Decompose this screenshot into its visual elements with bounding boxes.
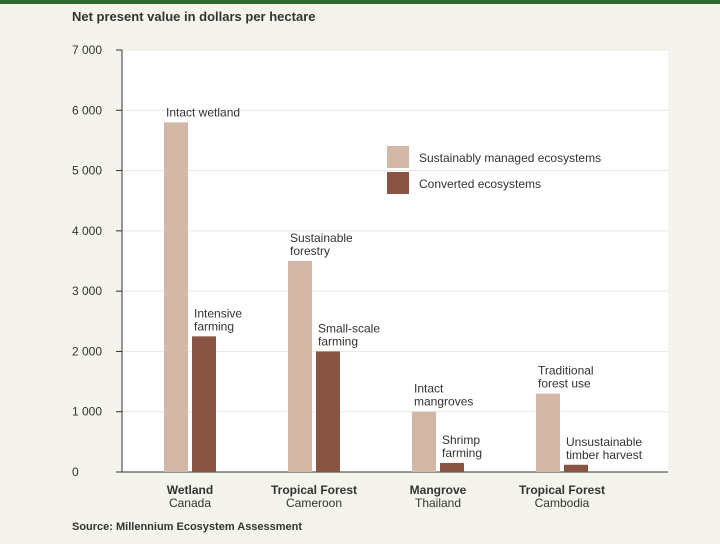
bar-annotation: farming: [194, 319, 234, 333]
bar-sustainable: [536, 393, 560, 472]
bar-converted: [440, 462, 464, 472]
y-tick-label: 0: [72, 465, 79, 479]
bar-sustainable: [288, 261, 312, 472]
y-tick-label: 5 000: [72, 164, 102, 178]
category-sublabel: Cameroon: [286, 496, 342, 510]
bar-converted: [316, 351, 340, 472]
chart-title: Net present value in dollars per hectare: [72, 9, 316, 24]
bar-sustainable: [412, 411, 436, 472]
bar-converted: [192, 336, 216, 472]
legend-label: Converted ecosystems: [419, 177, 541, 191]
bar-converted: [564, 464, 588, 472]
bar-annotation: farming: [442, 446, 482, 460]
bar-annotation: Intact wetland: [166, 105, 240, 119]
bar-annotation: mangroves: [414, 395, 473, 409]
bar-annotation: Intensive: [194, 306, 242, 320]
y-tick-label: 3 000: [72, 284, 102, 298]
bar-annotation: farming: [318, 334, 358, 348]
top-accent-bar: [0, 0, 720, 4]
category-label: Wetland: [167, 483, 213, 497]
legend-label: Sustainably managed ecosystems: [419, 151, 601, 165]
bar-chart: 0 1 000 2 000 3 000 4 000 5 000 6 000 7 000 Inta…: [72, 43, 668, 510]
legend-swatch: [387, 146, 409, 168]
y-tick-label: 6 000: [72, 103, 102, 117]
category-sublabel: Cambodia: [535, 496, 590, 510]
y-tick-label: 1 000: [72, 405, 102, 419]
source-note: Source: Millennium Ecosystem Assessment: [72, 521, 303, 533]
y-tick-label: 2 000: [72, 344, 102, 358]
category-sublabel: Thailand: [415, 496, 461, 510]
bar-annotation: forestry: [290, 244, 330, 258]
bar-sustainable: [164, 122, 188, 472]
legend-swatch: [387, 172, 409, 194]
chart-frame: Net present value in dollars per hectare…: [0, 4, 720, 540]
bar-annotation: forest use: [538, 377, 591, 391]
y-tick-label: 7 000: [72, 43, 102, 57]
bar-annotation: Sustainable: [290, 231, 353, 245]
bar-annotation: Shrimp: [442, 433, 480, 447]
category-sublabel: Canada: [169, 496, 211, 510]
bar-annotation: Traditional: [538, 364, 594, 378]
bar-annotation: Intact: [414, 382, 444, 396]
category-label: Tropical Forest: [271, 483, 357, 497]
y-tick-label: 4 000: [72, 224, 102, 238]
category-label: Mangrove: [410, 483, 467, 497]
category-label: Tropical Forest: [519, 483, 605, 497]
bar-annotation: Small-scale: [318, 321, 380, 335]
bar-annotation: Unsustainable: [566, 435, 642, 449]
bar-annotation: timber harvest: [566, 448, 643, 462]
